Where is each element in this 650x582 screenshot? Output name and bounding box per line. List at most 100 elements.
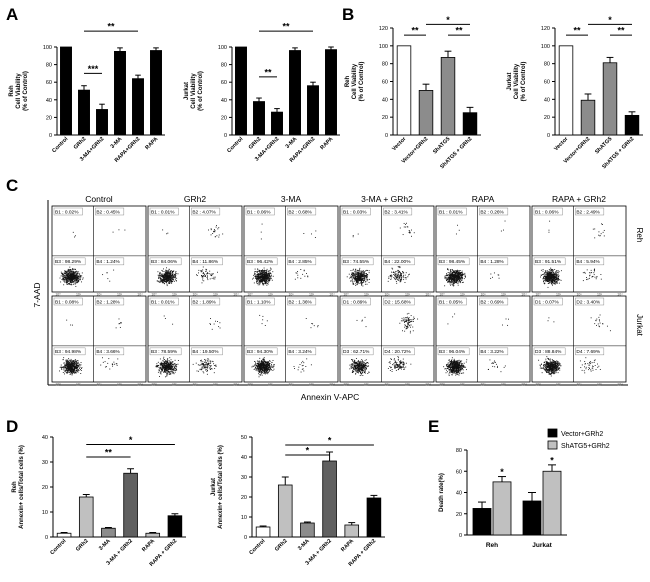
flow-event-dot [74,367,76,369]
flow-event-dot [547,277,548,279]
flow-event-dot [352,269,354,271]
flow-event-dot [66,281,68,283]
flow-event-dot [165,365,167,367]
flow-event-dot [540,276,541,278]
flow-event-dot [548,269,550,271]
flow-event-dot [254,271,256,273]
flow-event-dot [163,275,164,277]
flow-event-dot [262,365,264,367]
flow-event-dot [553,273,555,275]
flow-event-dot [451,273,453,274]
flow-event-dot [161,274,163,276]
flow-event-dot [62,276,64,278]
flow-event-dot [269,369,271,371]
significance-label: *** [88,64,99,74]
flow-event-dot [558,271,560,273]
flow-event-dot [356,271,358,273]
flow-event-dot [267,363,269,365]
flow-event-dot [405,223,406,225]
flow-column-header: GRh2 [184,194,206,204]
flow-event-dot [264,368,266,370]
flow-event-dot [166,366,168,368]
flow-event-dot [64,270,66,272]
flow-tick-label: 10⁴ [137,383,143,387]
flow-event-dot [461,279,463,281]
flow-event-dot [260,280,262,281]
flow-event-dot [397,274,399,276]
flow-event-dot [444,285,446,287]
flow-event-dot [78,276,80,278]
flow-event-dot [72,273,74,275]
flow-event-dot [205,364,207,366]
flow-quadrant-box [533,257,566,266]
flow-event-dot [352,235,354,236]
flow-event-dot [72,371,74,372]
flow-tick-label: 10⁰ [247,293,253,297]
flow-event-dot [159,273,161,275]
flow-event-dot [260,231,262,233]
flow-event-dot [66,372,68,374]
flow-event-dot [553,282,555,284]
flow-event-dot [360,272,362,274]
flow-event-dot [252,278,254,280]
flow-event-dot [552,274,554,276]
flow-event-dot [365,276,367,278]
flow-event-dot [263,282,265,284]
flow-event-dot [359,276,361,278]
flow-event-dot [261,272,263,274]
flow-event-dot [269,360,271,362]
flow-event-dot [116,363,118,365]
flow-event-dot [68,276,70,278]
flow-event-dot [554,276,556,278]
flow-event-dot [257,277,259,279]
flow-event-dot [401,278,403,280]
flow-event-dot [172,271,174,272]
flow-event-dot [73,370,75,372]
flow-event-dot [264,279,266,281]
flow-event-dot [70,363,72,364]
flow-event-dot [357,273,359,275]
flow-event-dot [450,281,452,282]
flow-event-dot [448,272,450,274]
flow-tick-label: 10² [576,293,582,297]
flow-event-dot [66,279,68,281]
flow-event-dot [175,272,177,274]
flow-event-dot [395,274,397,276]
flow-event-dot [264,371,266,373]
flow-event-dot [74,366,76,368]
flow-event-dot [80,362,82,364]
flow-event-dot [174,371,176,373]
flow-event-dot [388,276,390,278]
flow-event-dot [448,278,449,280]
flow-event-dot [172,364,174,366]
flow-event-dot [358,278,360,280]
flow-event-dot [263,273,265,275]
y-tick-label: 0 [224,133,227,139]
flow-event-dot [68,370,70,372]
flow-event-dot [160,362,162,364]
panel-label-c: C [6,176,18,195]
flow-event-dot [263,370,265,372]
flow-event-dot [459,275,461,277]
flow-event-dot [355,277,357,279]
flow-event-dot [545,271,547,273]
flow-tick-label: 10⁴ [521,293,527,297]
flow-event-dot [76,272,78,274]
flow-event-dot [162,275,164,277]
flow-event-dot [350,275,352,277]
flow-event-dot [74,273,76,275]
flow-event-dot [594,228,596,230]
flow-event-dot [259,273,261,275]
flow-event-dot [269,365,271,367]
flow-event-dot [175,364,177,366]
flow-event-dot [543,273,545,275]
flow-event-dot [548,278,550,280]
flow-event-dot [449,278,451,280]
flow-event-dot [205,268,207,270]
flow-event-dot [551,283,553,285]
flow-event-dot [450,274,452,276]
y-tick-label: 80 [544,62,550,68]
flow-quadrant-label: B4 : 11.86% [192,259,219,265]
flow-event-dot [261,279,263,281]
